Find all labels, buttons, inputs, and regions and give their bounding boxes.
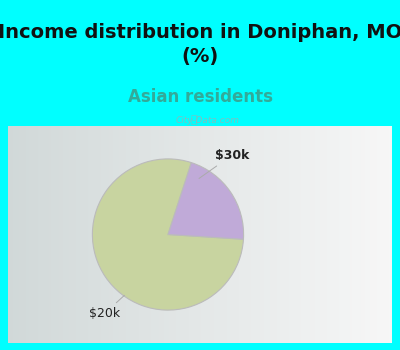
Text: City-Data.com: City-Data.com (176, 116, 240, 125)
Text: ⓘ: ⓘ (191, 115, 197, 125)
Text: $20k: $20k (89, 295, 124, 320)
Wedge shape (92, 159, 244, 310)
Text: Asian residents: Asian residents (128, 88, 272, 106)
Wedge shape (168, 163, 244, 239)
Text: Income distribution in Doniphan, MO
(%): Income distribution in Doniphan, MO (%) (0, 23, 400, 66)
Text: $30k: $30k (199, 149, 249, 178)
